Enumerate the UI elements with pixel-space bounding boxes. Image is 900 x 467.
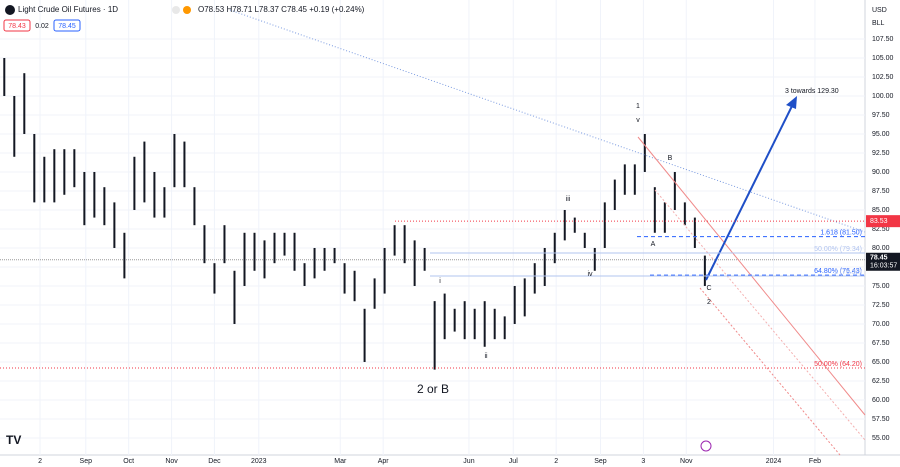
logo: TV (6, 433, 21, 447)
channel-line (699, 287, 841, 456)
y-tick-label: 92.50 (872, 150, 890, 157)
x-tick-label: Sep (594, 458, 607, 465)
x-tick-label: 2023 (251, 458, 267, 465)
level-label: 50.00% (64.20) (814, 361, 862, 368)
wave-label: i (439, 278, 441, 285)
y-tick-label: 65.00 (872, 359, 890, 366)
wave-label: 1 (636, 103, 640, 110)
level-price: 83.53 (870, 218, 888, 225)
currency: USD (872, 7, 887, 14)
x-tick-label: Sep (80, 458, 93, 465)
x-tick-label: 2 (554, 458, 558, 465)
ask-box (53, 19, 81, 32)
level-label: 50.00% (79.34) (814, 246, 862, 253)
wave-label: iv (587, 271, 593, 278)
spread: 0.02 (35, 23, 49, 30)
channel-line (654, 189, 866, 441)
status-dot (183, 6, 191, 14)
x-tick-label: Oct (123, 458, 134, 465)
y-tick-label: 60.00 (872, 397, 890, 404)
x-tick-label: Nov (680, 458, 693, 465)
y-tick-label: 67.50 (872, 340, 890, 347)
y-tick-label: 70.00 (872, 321, 890, 328)
wave-label: B (668, 155, 673, 162)
x-tick-label: 2024 (766, 458, 782, 465)
trend-line (229, 9, 866, 233)
last-price: 78.45 (870, 255, 888, 262)
y-tick-label: 57.50 (872, 416, 890, 423)
x-tick-label: Jun (463, 458, 474, 465)
y-tick-label: 107.50 (872, 36, 894, 43)
wave-label: C (706, 285, 711, 292)
x-tick-label: Mar (334, 458, 347, 465)
bid-box (3, 19, 31, 32)
arrow-head (786, 96, 797, 109)
countdown: 16:03:57 (870, 263, 897, 270)
bid: 78.43 (8, 23, 26, 30)
ask: 78.45 (58, 23, 76, 30)
y-tick-label: 85.00 (872, 207, 890, 214)
x-tick-label: Nov (165, 458, 178, 465)
projection-arrow (705, 103, 794, 281)
level-label: 1.618 (81.50) (820, 229, 862, 236)
level-label: 1 (76.32) (834, 269, 862, 276)
y-tick-label: 80.00 (872, 245, 890, 252)
wave-label: 2 (707, 299, 711, 306)
x-tick-label: 3 (641, 458, 645, 465)
symbol-icon (5, 5, 15, 15)
symbol-title: Light Crude Oil Futures · 1D (18, 5, 118, 14)
x-tick-label: Jul (509, 458, 518, 465)
y-tick-label: 90.00 (872, 169, 890, 176)
y-tick-label: 105.00 (872, 55, 894, 62)
y-tick-label: 87.50 (872, 188, 890, 195)
y-tick-label: 100.00 (872, 93, 894, 100)
y-tick-label: 55.00 (872, 435, 890, 442)
unit: BLL (872, 20, 885, 27)
last-price-box (866, 252, 900, 271)
status-dot (172, 6, 180, 14)
wave-label: ii (484, 353, 488, 360)
x-tick-label: Apr (378, 458, 390, 465)
wave-label: 2 or B (417, 382, 449, 396)
y-tick-label: 95.00 (872, 131, 890, 138)
wave-label: A (651, 241, 656, 248)
x-tick-label: Dec (208, 458, 221, 465)
y-tick-label: 97.50 (872, 112, 890, 119)
y-tick-label: 102.50 (872, 74, 894, 81)
y-tick-label: 82.50 (872, 226, 890, 233)
wave-label: v (636, 117, 640, 124)
y-tick-label: 75.00 (872, 283, 890, 290)
level-price-box (866, 215, 900, 228)
x-tick-label: 2 (38, 458, 42, 465)
ohlc-readout: O78.53 H78.71 L78.37 C78.45 +0.19 (+0.24… (198, 5, 365, 14)
y-tick-label: 62.50 (872, 378, 890, 385)
wave-label: iii (566, 196, 571, 203)
level-label: 64.80% (76.43) (814, 268, 862, 275)
x-tick-label: Feb (809, 458, 821, 465)
event-icon (700, 440, 712, 452)
wave-label: 3 towards 129.30 (785, 88, 839, 95)
y-tick-label: 72.50 (872, 302, 890, 309)
